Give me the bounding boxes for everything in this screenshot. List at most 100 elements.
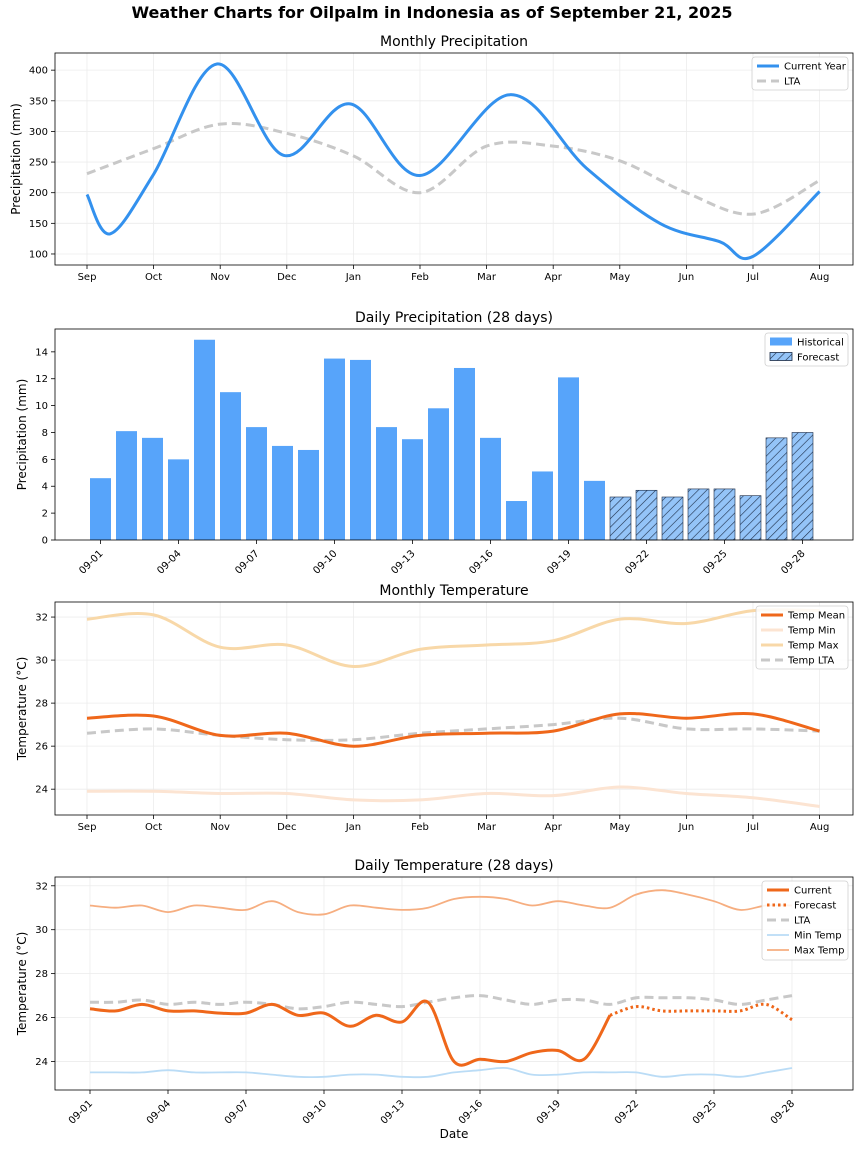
legend-label: Current [794, 886, 832, 897]
y-tick-label: 0 [42, 536, 48, 547]
y-tick-label: 30 [35, 925, 48, 936]
min-temp-line [90, 1066, 793, 1079]
x-tick-label: Sep [78, 822, 97, 833]
x-tick-label: 09-25 [691, 1098, 719, 1126]
y-tick-label: 300 [29, 127, 48, 138]
legend-label: Forecast [794, 901, 836, 912]
legend-label: Forecast [797, 353, 839, 364]
x-tick-label: Dec [277, 822, 296, 833]
y-tick-label: 26 [35, 742, 48, 753]
y-tick-label: 24 [35, 1057, 48, 1068]
daily-precipitation-chart: Daily Precipitation (28 days) 0 2 4 6 8 10 12 14… [15, 310, 854, 577]
current-year-line [85, 62, 821, 260]
forecast-line [609, 1002, 793, 1021]
y-tick-label: 28 [35, 969, 48, 980]
x-tick-label: Sep [78, 272, 97, 283]
historical-bar [402, 439, 423, 540]
y-tick-label: 250 [29, 158, 48, 169]
x-tick-label: Jul [746, 822, 759, 833]
y-tick-label: 200 [29, 188, 48, 199]
y-tick-label: 12 [35, 374, 48, 385]
x-tick-label: Oct [145, 272, 162, 283]
historical-bar [116, 431, 137, 540]
legend-label: Min Temp [794, 931, 842, 942]
lta-line [86, 122, 821, 216]
x-tick-label: Jul [746, 272, 759, 283]
legend-label: Temp LTA [787, 656, 834, 667]
legend-box [761, 880, 849, 961]
y-tick-label: 6 [42, 455, 48, 466]
legend-label: Temp Min [787, 626, 836, 637]
y-tick-label: 100 [29, 249, 48, 260]
historical-bar [324, 358, 345, 540]
historical-bar [376, 427, 397, 540]
y-tick-label: 8 [42, 428, 48, 439]
lta-line [89, 994, 793, 1011]
historical-bar [142, 437, 163, 540]
x-tick-label: Feb [411, 272, 429, 283]
historical-bar [90, 478, 111, 540]
historical-bar [220, 392, 241, 540]
x-tick-label: Oct [145, 822, 162, 833]
chart-title: Monthly Precipitation [380, 34, 528, 50]
chart-title: Daily Temperature (28 days) [354, 858, 553, 874]
x-tick-label: Apr [545, 822, 563, 833]
x-tick-label: Nov [210, 272, 230, 283]
x-tick-label: Feb [411, 822, 429, 833]
y-tick-label: 400 [29, 66, 48, 77]
historical-bar [350, 359, 371, 540]
historical-bar [246, 427, 267, 540]
historical-bar [532, 471, 553, 540]
current-line [89, 999, 612, 1067]
x-tick-label: Dec [277, 272, 296, 283]
historical-bar [454, 367, 475, 540]
chart-title: Monthly Temperature [379, 583, 528, 599]
chart-title: Daily Precipitation (28 days) [355, 310, 553, 326]
y-axis-label: Temperature (°C) [15, 657, 29, 762]
historical-bar [194, 339, 215, 540]
y-tick-label: 32 [35, 613, 48, 624]
x-tick-label: 09-28 [769, 1098, 797, 1126]
x-tick-label: May [609, 272, 630, 283]
y-tick-label: 28 [35, 699, 48, 710]
y-axis-label: Precipitation (mm) [15, 379, 29, 491]
y-tick-label: 30 [35, 656, 48, 667]
historical-bar [506, 501, 527, 540]
temp-mean-line [86, 711, 820, 748]
x-tick-label: Jan [345, 822, 361, 833]
legend-box [755, 605, 849, 670]
y-tick-label: 26 [35, 1013, 48, 1024]
y-tick-label: 4 [42, 482, 48, 493]
y-axis-label: Precipitation (mm) [9, 103, 23, 215]
historical-bar [558, 377, 579, 540]
legend-swatch-hatch [770, 352, 792, 361]
x-tick-label: Mar [477, 272, 497, 283]
temp-max-line [86, 608, 820, 669]
legend-label: Max Temp [794, 946, 845, 957]
temp-min-line [86, 785, 820, 808]
historical-bar [480, 437, 501, 540]
monthly-precipitation-chart: Monthly Precipitation 100 150 200 250 300 350 4… [9, 34, 854, 283]
max-temp-line [89, 889, 793, 916]
legend-label: Temp Max [787, 641, 839, 652]
plot-frame [54, 328, 854, 541]
y-tick-label: 32 [35, 881, 48, 892]
x-tick-label: Mar [477, 822, 497, 833]
x-tick-label: 09-01 [67, 1098, 95, 1126]
x-tick-label: 09-04 [145, 1098, 173, 1126]
plot-frame [54, 601, 854, 816]
plot-frame [54, 876, 854, 1091]
x-tick-label: Nov [210, 822, 230, 833]
y-tick-label: 14 [35, 347, 48, 358]
x-tick-label: Jun [678, 272, 695, 283]
x-tick-label: Aug [810, 822, 830, 833]
x-tick-label: Aug [810, 272, 830, 283]
historical-bar [168, 459, 189, 540]
x-tick-label: 09-22 [613, 1098, 641, 1126]
x-tick-label: Jun [678, 822, 695, 833]
y-axis-label: Temperature (°C) [15, 932, 29, 1037]
y-tick-label: 150 [29, 219, 48, 230]
legend-label: Temp Mean [787, 611, 845, 622]
x-tick-label: May [609, 822, 630, 833]
x-tick-label: 09-16 [457, 1098, 485, 1126]
